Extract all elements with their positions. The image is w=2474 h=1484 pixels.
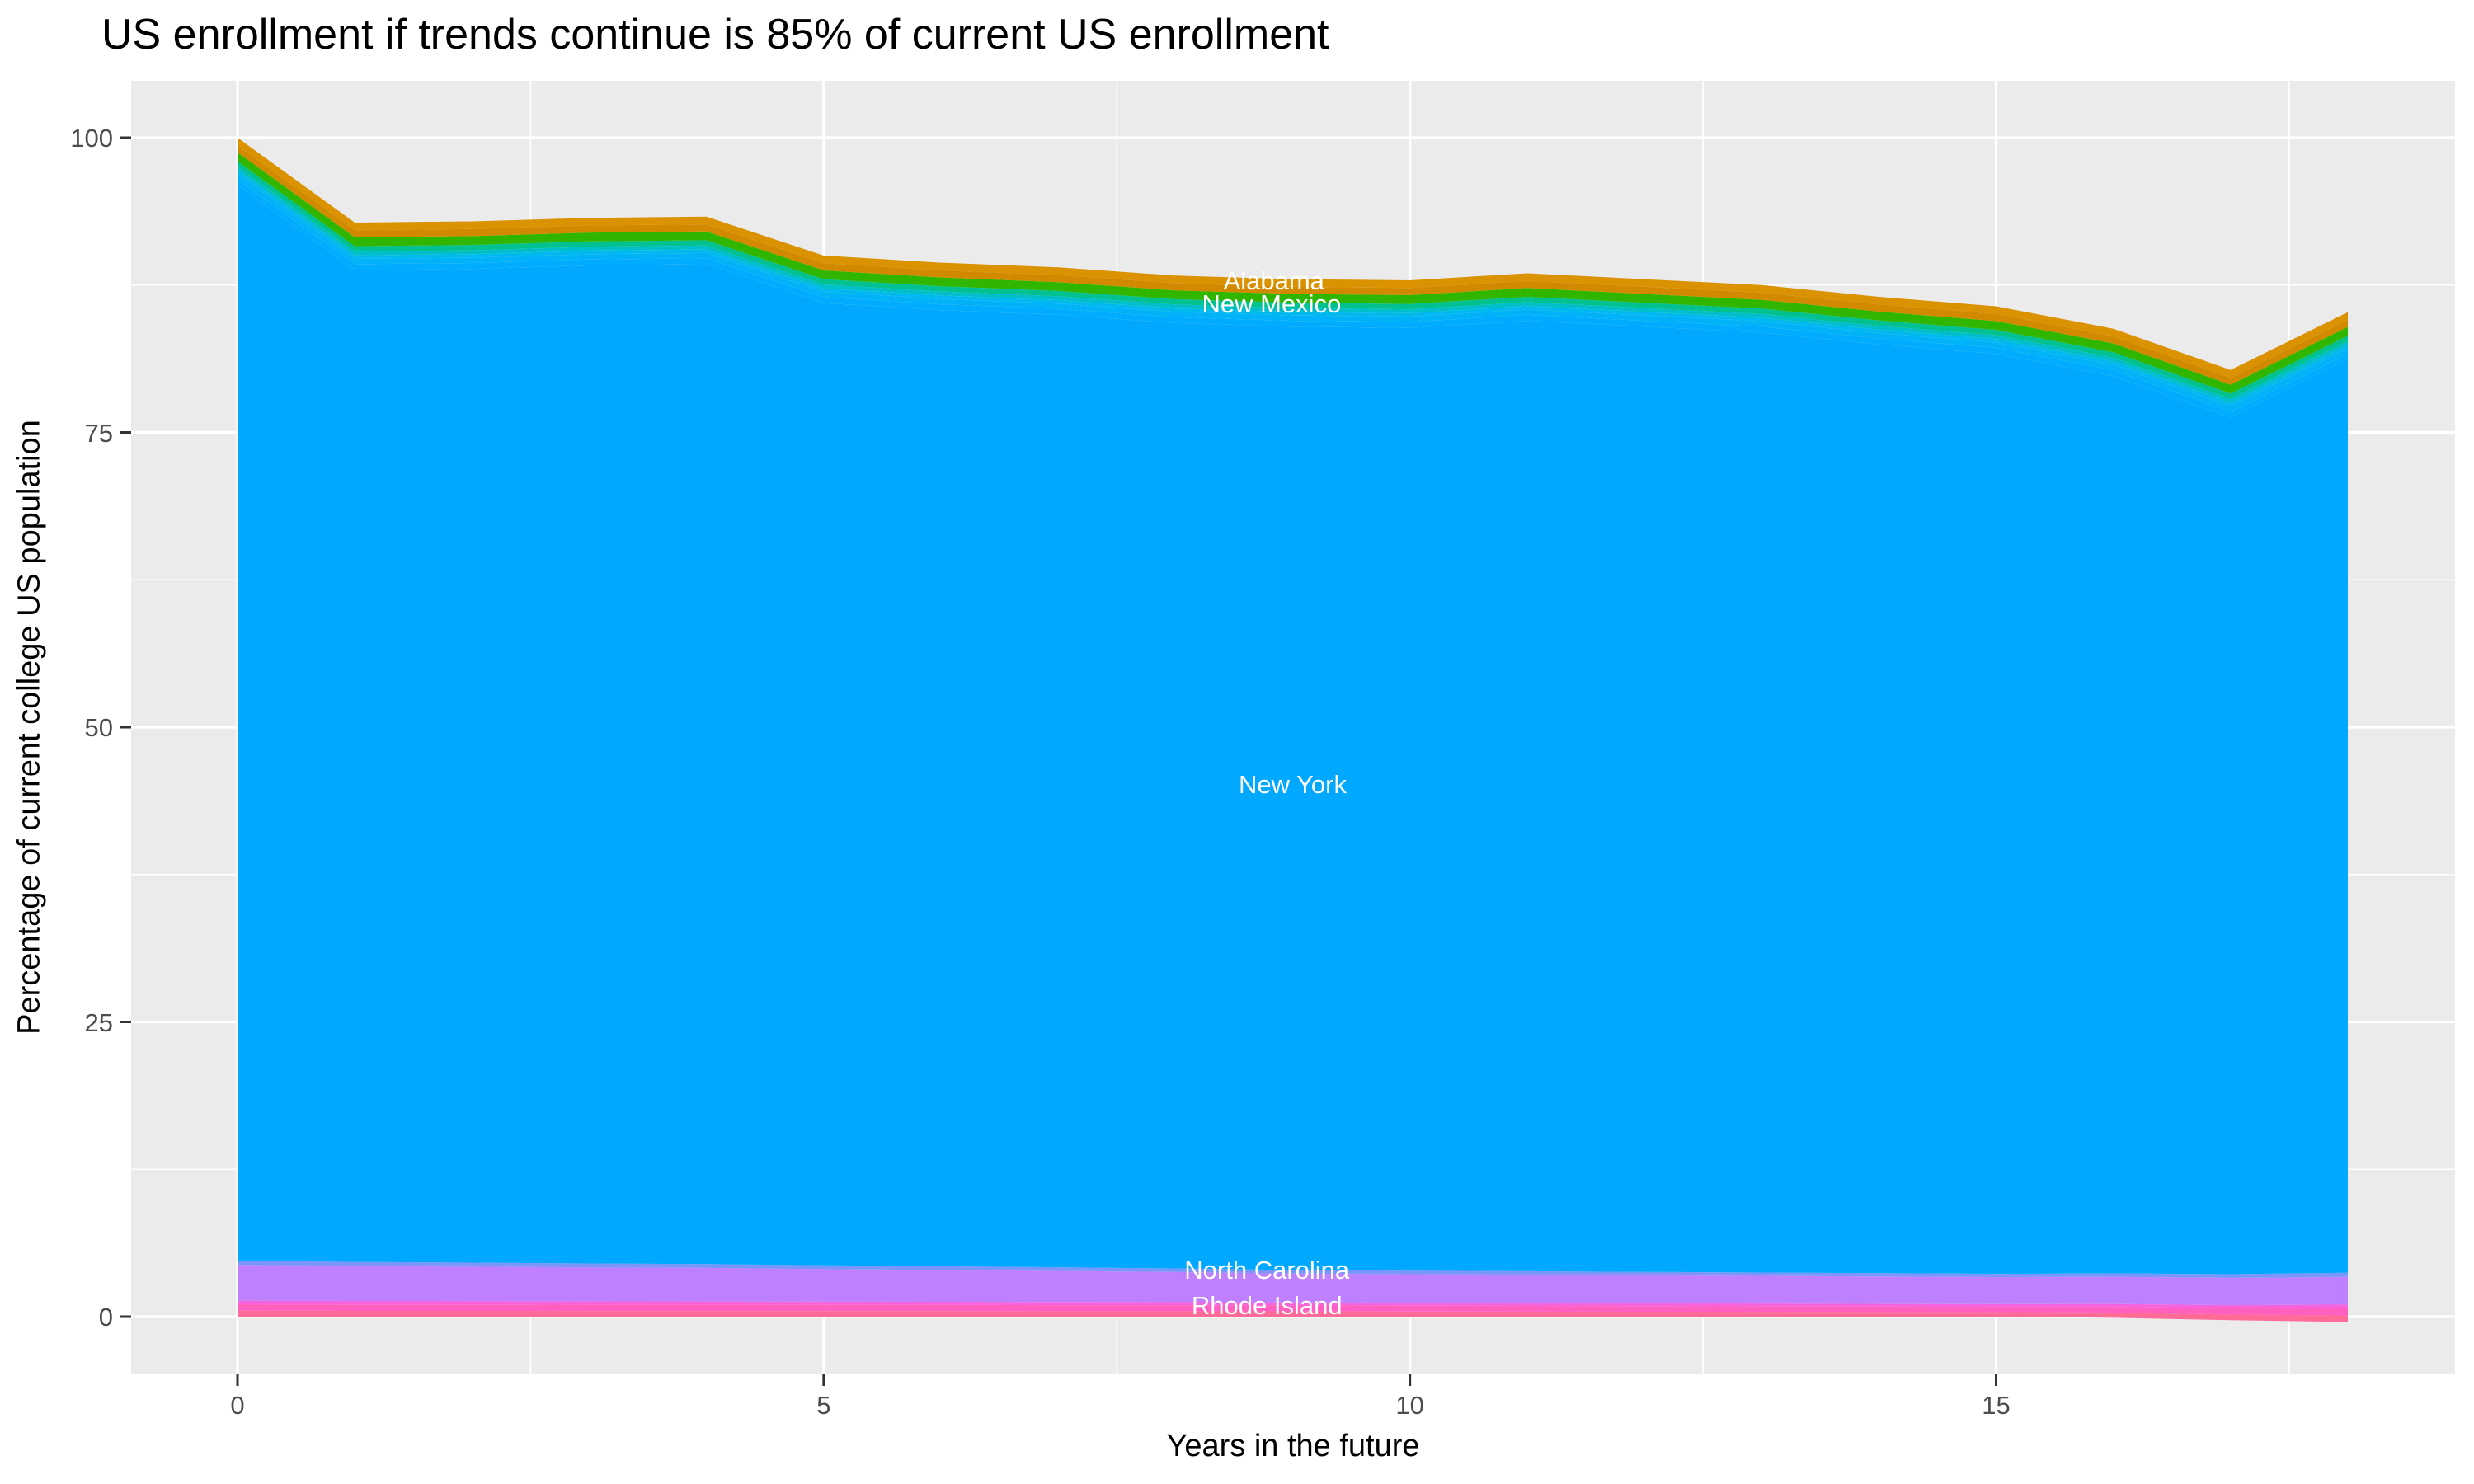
area-label-new-york: New York <box>1239 770 1347 800</box>
area-label-alabama: Alabama <box>1223 266 1324 296</box>
x-tick-label-0: 0 <box>230 1391 245 1420</box>
y-tick-label-25: 25 <box>84 1007 113 1037</box>
y-tick-label-0: 0 <box>98 1303 113 1331</box>
y-axis-title: Percentage of current college US populat… <box>12 420 47 1035</box>
y-tick-label-75: 75 <box>84 418 113 448</box>
area-band-rhode-island <box>238 1304 2348 1316</box>
area-band-new-york <box>238 185 2348 1275</box>
x-tick-label-10: 10 <box>1395 1391 1424 1420</box>
area-band-band-magenta <box>238 1300 2348 1308</box>
x-axis-title: Years in the future <box>1166 1429 1420 1463</box>
x-tick-label-15: 15 <box>1982 1391 2011 1420</box>
y-tick-label-100: 100 <box>70 124 113 153</box>
area-band-band-periwinkle <box>238 1261 2348 1278</box>
area-band-north-carolina <box>238 1265 2348 1306</box>
area-band-band-rose <box>238 1310 2348 1322</box>
y-tick-label-50: 50 <box>84 713 113 742</box>
x-tick-label-5: 5 <box>816 1391 831 1420</box>
area-label-rhode-island: Rhode Island <box>1191 1291 1343 1321</box>
area-label-new-mexico: New Mexico <box>1202 289 1342 318</box>
area-label-north-carolina: North Carolina <box>1184 1256 1350 1285</box>
plot-title: US enrollment if trends continue is 85% … <box>101 11 1329 59</box>
